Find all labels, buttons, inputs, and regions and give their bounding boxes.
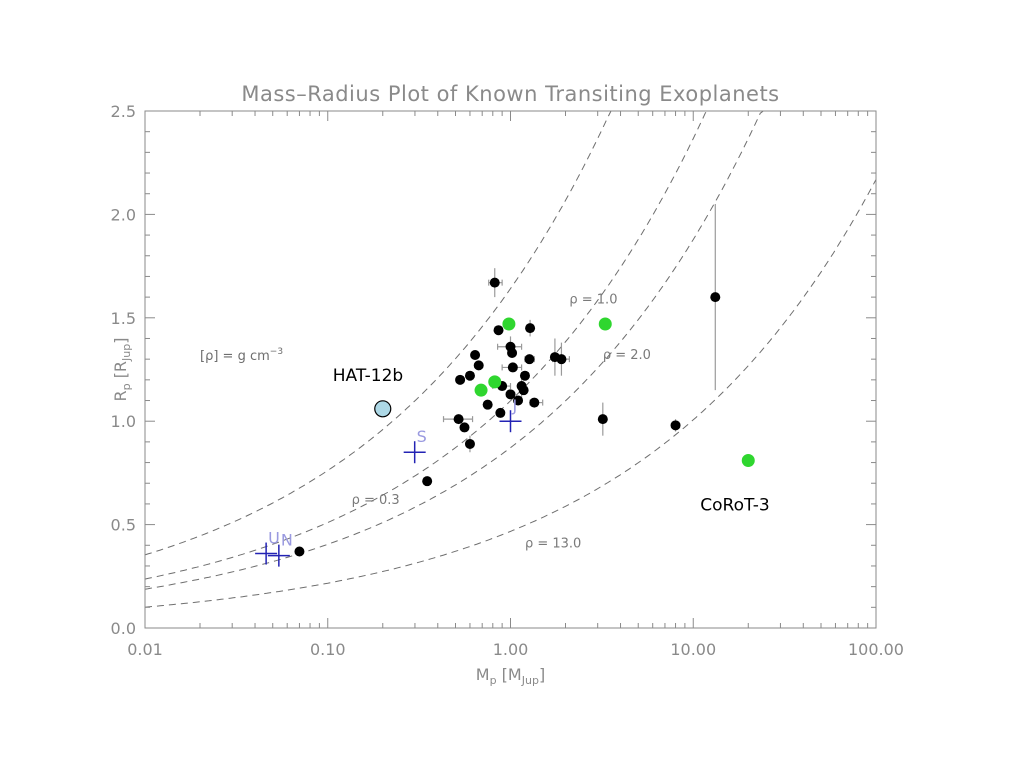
density-curves: ρ = 0.3 ρ = 1.0 ρ = 2.0 ρ = 13.0 <box>144 110 877 608</box>
data-point <box>556 354 567 365</box>
data-point <box>505 389 516 400</box>
data-point <box>470 350 481 361</box>
y-tick-label: 2.0 <box>111 205 136 224</box>
x-axis-label: Mp [MJup] <box>476 665 545 687</box>
data-point <box>525 323 536 334</box>
x-axis-label-part: p <box>490 674 497 687</box>
data-point <box>598 317 612 331</box>
data-points <box>294 277 755 557</box>
y-axis-label-part: ] <box>111 337 130 343</box>
y-axis-label-part: R <box>111 390 130 401</box>
data-point <box>482 399 493 410</box>
y-axis-label: Rp [RJup] <box>111 337 133 401</box>
x-tick-label: 0.01 <box>127 640 163 659</box>
data-point <box>422 476 433 487</box>
y-tick-label: 1.0 <box>111 412 136 431</box>
data-point <box>464 370 475 381</box>
data-point <box>518 385 529 396</box>
y-tick-label: 0.0 <box>111 619 136 638</box>
density-unit-note-part: −3 <box>270 347 283 357</box>
density-curve-label: ρ = 13.0 <box>525 536 581 551</box>
data-point <box>597 414 608 425</box>
highlight-point <box>374 400 392 418</box>
data-point <box>488 375 502 389</box>
x-tick-label: 10.00 <box>670 640 716 659</box>
solar-planet-label: S <box>417 427 427 446</box>
x-tick-label: 1.00 <box>493 640 529 659</box>
density-unit-note-part: ] = g cm <box>213 349 269 364</box>
data-point <box>513 395 524 406</box>
data-point <box>473 360 484 371</box>
data-point <box>493 325 504 336</box>
density-curve-3 <box>144 110 764 590</box>
error-bars <box>442 204 716 453</box>
density-unit-note: [ρ] = g cm−3 <box>200 347 283 364</box>
data-point <box>489 277 500 288</box>
data-point <box>495 407 506 418</box>
data-point <box>453 414 464 425</box>
data-point <box>710 292 721 303</box>
x-tick-label: 100.00 <box>848 640 904 659</box>
density-curve-4 <box>144 179 877 608</box>
y-axis-label-part: [R <box>111 361 130 383</box>
data-point <box>474 383 488 397</box>
y-tick-label: 2.5 <box>111 102 136 121</box>
data-point <box>507 362 518 373</box>
y-axis-label-part: p <box>120 383 133 390</box>
density-unit-note-part: [ <box>200 349 205 364</box>
x-axis-label-part: ] <box>539 665 545 684</box>
density-curve-2 <box>144 110 709 580</box>
density-curve-label: ρ = 1.0 <box>569 292 617 307</box>
data-point <box>507 347 518 358</box>
data-point <box>529 397 540 408</box>
data-point <box>670 420 681 431</box>
x-tick-label: 0.10 <box>310 640 346 659</box>
solar-planet-label: J <box>512 396 518 415</box>
density-curve-label: ρ = 2.0 <box>603 348 651 363</box>
y-axis-label-part: Jup <box>120 344 133 362</box>
x-axis-label-part: [M <box>497 665 522 684</box>
data-point <box>294 546 305 557</box>
density-unit-note-part: ρ <box>205 349 213 364</box>
density-curve-1 <box>144 110 612 556</box>
density-curve-label: ρ = 0.3 <box>352 493 400 508</box>
annotation-label: HAT-12b <box>333 366 403 386</box>
y-tick-label: 1.5 <box>111 309 136 328</box>
data-point <box>502 317 516 331</box>
solar-system-markers: S J U N <box>255 396 522 567</box>
solar-planet-label: N <box>281 531 293 550</box>
data-point <box>455 374 466 385</box>
chart-title: Mass–Radius Plot of Known Transiting Exo… <box>241 82 779 106</box>
annotation-label: CoRoT-3 <box>700 495 770 515</box>
data-point <box>519 370 530 381</box>
data-point <box>464 438 475 449</box>
chart-labels: Mass–Radius Plot of Known Transiting Exo… <box>111 82 779 687</box>
axes: 0.01 0.10 1.00 10.00 100.00 0.0 0.5 1.0 1.5 2.0 2.… <box>111 102 904 659</box>
y-tick-label: 0.5 <box>111 516 136 535</box>
data-point <box>459 422 470 433</box>
x-axis-label-part: M <box>476 665 490 684</box>
solar-planet-label: U <box>268 529 280 548</box>
x-axis-label-part: Jup <box>521 674 539 687</box>
data-point <box>524 354 535 365</box>
data-point <box>741 453 755 467</box>
